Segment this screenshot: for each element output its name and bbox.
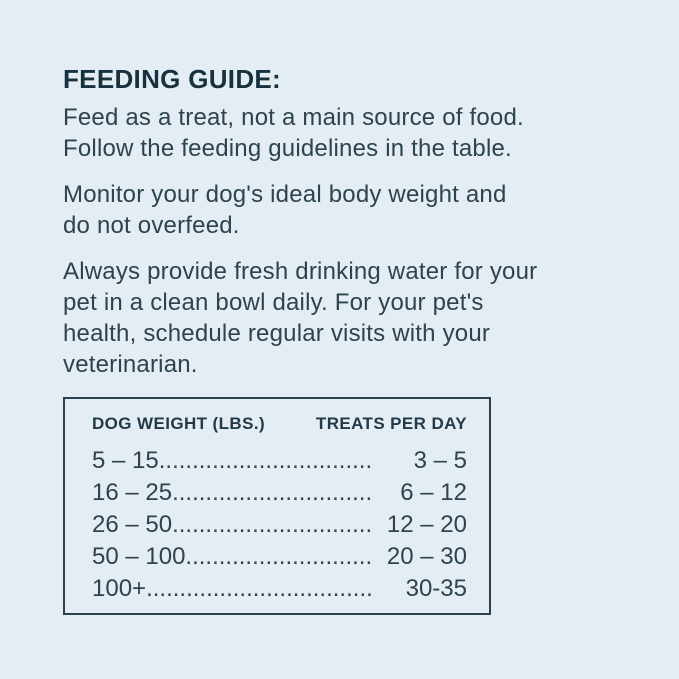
table-header-row: DOG WEIGHT (LBS.) TREATS PER DAY: [92, 414, 467, 434]
paragraph-fresh-water: Always provide fresh drinking water for …: [63, 256, 623, 380]
table-row: 5 – 15 3 – 5: [92, 445, 467, 477]
text-line: health, schedule regular visits with you…: [63, 320, 491, 347]
table-row: 26 – 50 12 – 20: [92, 509, 467, 541]
dog-weight-value: 5 – 15: [92, 447, 159, 474]
dog-weight-value: 100+: [92, 575, 147, 602]
dot-leader: [159, 445, 373, 477]
column-header-dog-weight: DOG WEIGHT (LBS.): [92, 414, 266, 433]
dog-weight-value: 16 – 25: [92, 479, 173, 506]
text-line: Feed as a treat, not a main source of fo…: [63, 104, 524, 131]
treats-per-day-value: 6 – 12: [400, 479, 467, 506]
page-title: FEEDING GUIDE:: [63, 64, 281, 94]
treats-per-day-value: 30-35: [405, 575, 467, 602]
dot-leader: [172, 477, 373, 509]
text-line: Monitor your dog's ideal body weight and: [63, 181, 507, 208]
column-header-treats-per-day: TREATS PER DAY: [315, 414, 467, 433]
dot-leader: [146, 573, 373, 605]
table-row: 50 – 100 20 – 30: [92, 541, 467, 573]
text-line: veterinarian.: [63, 351, 198, 378]
treats-per-day-value: 20 – 30: [386, 543, 467, 570]
treats-per-day-value: 12 – 20: [386, 511, 467, 538]
paragraph-feed-as-treat: Feed as a treat, not a main source of fo…: [63, 102, 623, 164]
dog-weight-value: 26 – 50: [92, 511, 173, 538]
table-row: 16 – 25 6 – 12: [92, 477, 467, 509]
text-line: Follow the feeding guidelines in the tab…: [63, 135, 512, 162]
text-line: pet in a clean bowl daily. For your pet'…: [63, 289, 484, 316]
treats-per-day-value: 3 – 5: [413, 447, 467, 474]
text-line: do not overfeed.: [63, 212, 240, 239]
dot-leader: [185, 541, 373, 573]
dog-weight-value: 50 – 100: [92, 543, 186, 570]
dot-leader: [172, 509, 373, 541]
paragraph-monitor-weight: Monitor your dog's ideal body weight and…: [63, 179, 623, 241]
feeding-table: DOG WEIGHT (LBS.) TREATS PER DAY 5 – 15 …: [63, 397, 491, 615]
text-line: Always provide fresh drinking water for …: [63, 258, 538, 285]
content-area: FEEDING GUIDE: Feed as a treat, not a ma…: [0, 0, 679, 615]
table-row: 100+ 30-35: [92, 573, 467, 605]
